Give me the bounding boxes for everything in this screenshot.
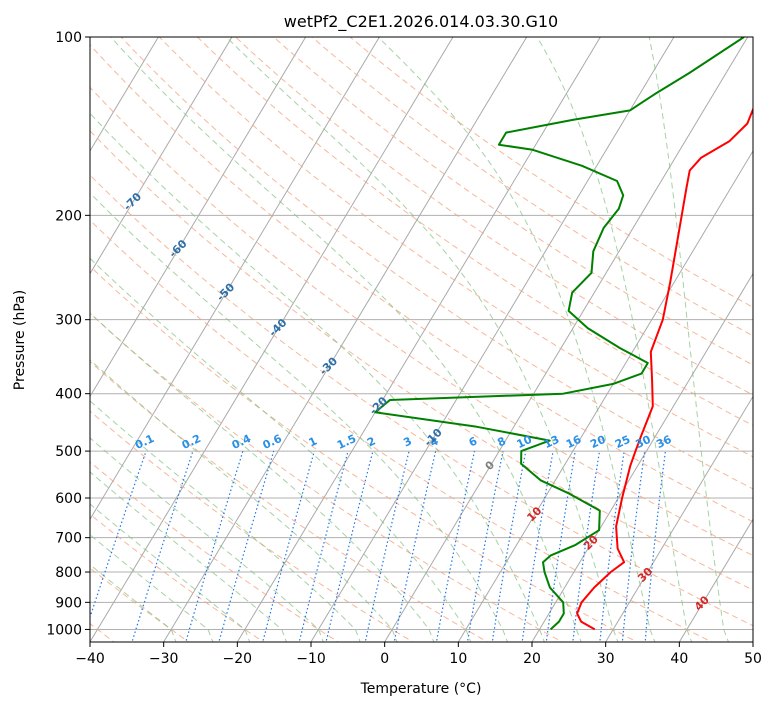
x-tick-label: −30 — [149, 651, 179, 667]
x-axis: −40 −30 −20 −10 0 10 20 30 40 50 — [75, 642, 762, 667]
mixing-ratio-line — [393, 450, 437, 642]
mixing-ratio-line — [218, 450, 275, 642]
y-tick-label: 700 — [55, 531, 82, 547]
dewpoint-line — [374, 37, 745, 631]
y-tick-label: 900 — [55, 595, 82, 611]
mixing-ratio-line — [364, 450, 410, 642]
moist-adiabat-line — [90, 503, 251, 642]
isotherm-line — [310, 37, 675, 642]
dry-adiabat-line — [120, 37, 753, 490]
mixing-ratio-line — [298, 450, 349, 642]
moist-adiabat-line — [648, 37, 730, 642]
y-tick-label: 500 — [55, 444, 82, 460]
dry-adiabat-line — [90, 174, 753, 627]
x-tick-label: −20 — [223, 651, 253, 667]
dry-adiabat-line — [90, 461, 340, 642]
dry-adiabat-line — [311, 37, 753, 337]
mixing-ratio-line — [466, 450, 504, 642]
dry-adiabat-line — [158, 37, 753, 458]
mixing-ratio-line — [90, 450, 147, 619]
isotherm-line — [163, 37, 528, 642]
moist-adiabat-line — [90, 112, 545, 642]
dry-adiabat-line — [90, 410, 414, 642]
x-tick-label: 50 — [744, 651, 762, 667]
mixing-ratio-label: 36 — [654, 433, 674, 451]
x-axis-label: Temperature (°C) — [360, 681, 482, 697]
dry-adiabat-line — [90, 360, 489, 642]
moist-adiabat-line — [536, 37, 693, 642]
x-tick-label: −40 — [75, 651, 105, 667]
moist-adiabat-line — [90, 257, 472, 642]
mixing-ratio-label: 10 — [515, 433, 535, 451]
mixing-ratio-line — [185, 450, 244, 642]
moist-adiabat-line — [377, 37, 656, 642]
isotherm-line — [605, 395, 753, 642]
temperature-line — [576, 106, 753, 631]
plot-frame — [89, 36, 754, 643]
y-axis: 100 200 300 400 500 600 700 800 900 1000 — [46, 30, 90, 638]
x-tick-label: 30 — [597, 651, 615, 667]
plot-background — [90, 37, 753, 642]
moist-adiabat-line — [225, 37, 619, 642]
isotherm-line — [678, 518, 753, 642]
background-lines — [90, 37, 753, 642]
y-tick-label: 800 — [55, 565, 82, 581]
x-tick-label: 10 — [449, 651, 467, 667]
y-tick-label: 100 — [55, 30, 82, 46]
mixing-ratio-label: 30 — [634, 433, 654, 451]
isotherm-line — [90, 37, 380, 521]
moist-adiabat-line — [90, 437, 324, 642]
isotherm-line — [90, 37, 454, 642]
y-tick-label: 200 — [55, 208, 82, 224]
y-tick-label: 1000 — [46, 622, 82, 638]
dry-adiabat-line — [90, 312, 564, 642]
moist-adiabat-line — [110, 37, 582, 642]
isotherm-line — [531, 272, 753, 642]
mixing-ratio-line — [262, 450, 315, 642]
y-axis-label: Pressure (hPa) — [12, 290, 28, 390]
y-tick-label: 400 — [55, 387, 82, 403]
x-tick-label: 40 — [670, 651, 688, 667]
moist-adiabat-line — [90, 359, 398, 642]
dry-adiabat-line — [90, 567, 190, 642]
dry-adiabat-line — [272, 37, 753, 366]
mixing-ratio-label: 25 — [613, 433, 632, 451]
mixing-ratio-label: 20 — [588, 433, 608, 451]
mixing-ratio-label: 13 — [542, 433, 561, 451]
dry-adiabat-line — [90, 513, 265, 642]
dry-adiabat-line — [90, 219, 713, 642]
isotherm-line — [90, 37, 159, 152]
moist-adiabat-line — [90, 564, 177, 642]
moist-adiabat-line — [90, 192, 509, 642]
dry-adiabat-line — [90, 44, 753, 523]
x-tick-label: 0 — [380, 651, 389, 667]
moist-adiabat-line — [90, 534, 214, 642]
mixing-ratio-line — [435, 450, 476, 642]
dry-adiabat-line — [90, 130, 753, 591]
mixing-ratio-line — [131, 450, 194, 642]
y-tick-label: 600 — [55, 491, 82, 507]
x-tick-label: −10 — [296, 651, 326, 667]
x-tick-label: 20 — [523, 651, 541, 667]
isotherm-line — [384, 37, 749, 642]
mixing-ratio-line — [325, 450, 374, 642]
isotherm-line — [90, 37, 233, 275]
isotherm-line — [752, 640, 753, 642]
profile-lines — [374, 37, 753, 631]
mixing-ratio-label: 16 — [564, 433, 584, 451]
dry-adiabat-line — [90, 265, 639, 642]
dry-adiabat-line — [196, 37, 753, 427]
chart-title: wetPf2_C2E1.2026.014.03.30.G10 — [284, 12, 558, 32]
y-tick-label: 300 — [55, 313, 82, 329]
isotherm-line — [236, 37, 601, 642]
isotherm-line — [90, 37, 307, 398]
